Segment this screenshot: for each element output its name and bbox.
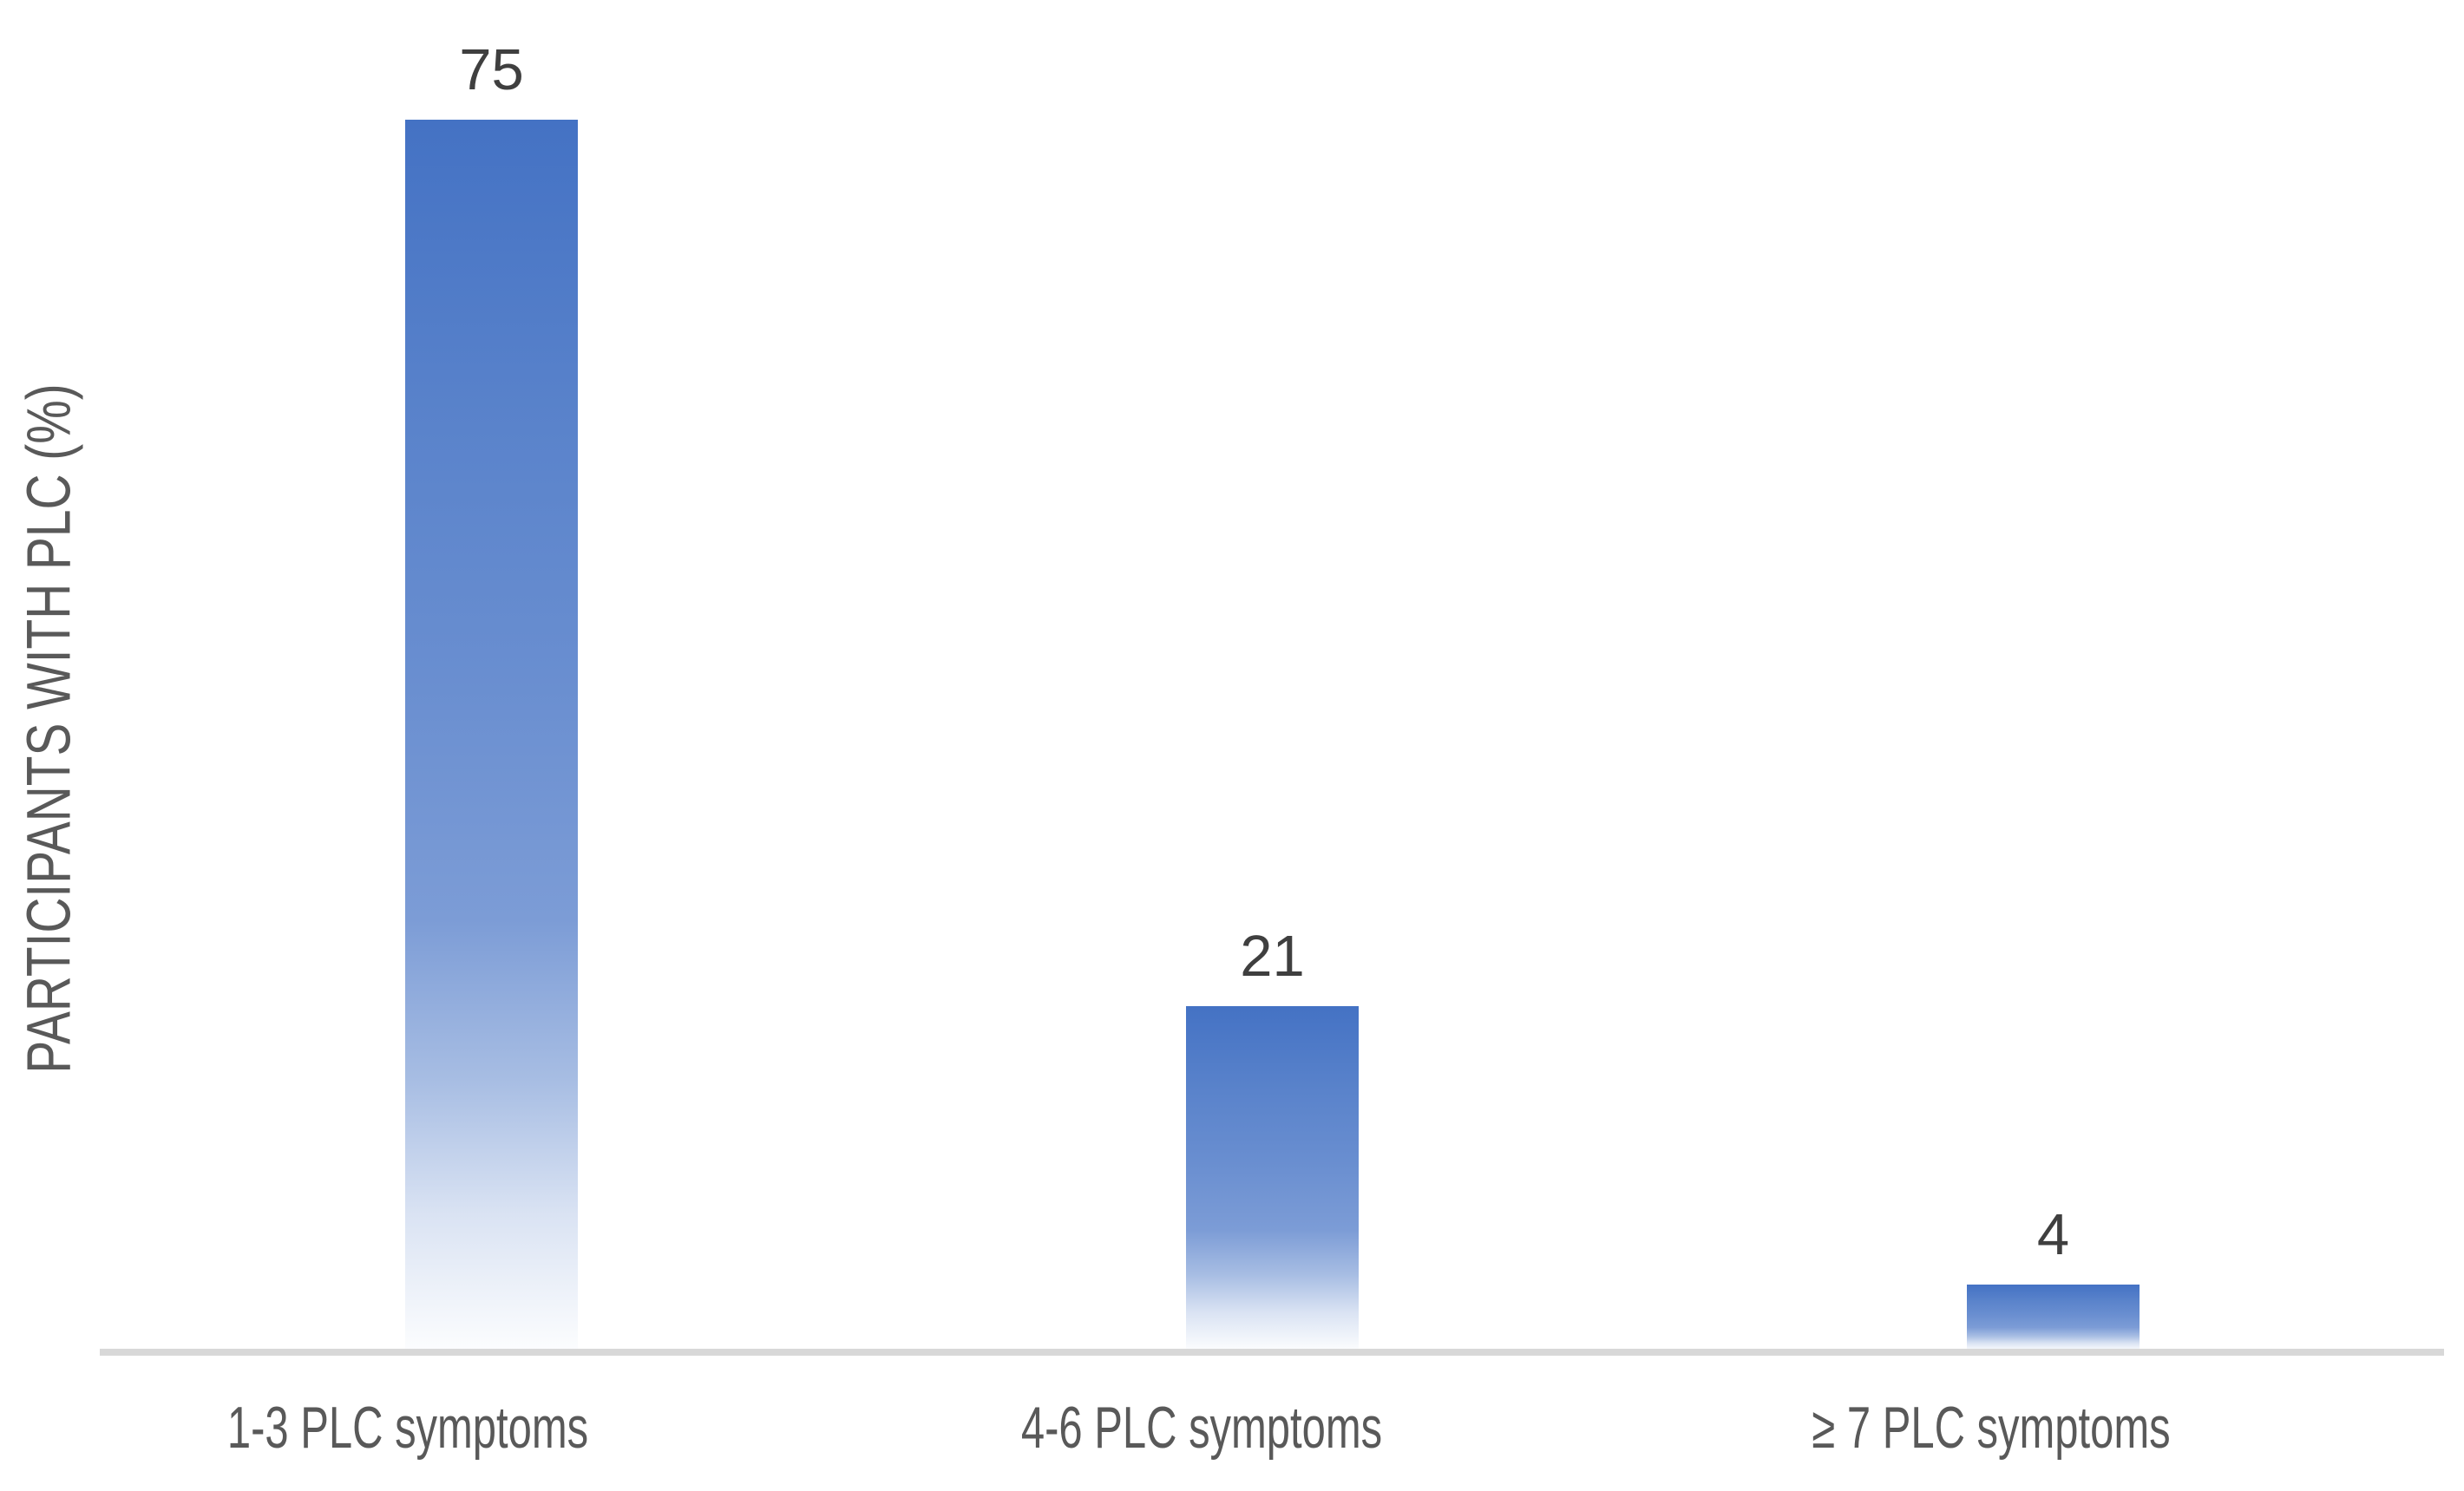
data-label: 75 (459, 37, 524, 102)
category-label-1-3-plc-symptoms: 1-3 PLC symptoms (226, 1395, 589, 1461)
data-label: 4 (2036, 1202, 2070, 1267)
category-label-4-6-plc-symptoms: 4-6 PLC symptoms (1020, 1395, 1383, 1461)
bar-1-3-plc-symptoms (405, 120, 578, 1350)
x-axis-line (100, 1349, 2444, 1356)
bar-group-1-3-plc-symptoms: 75 (405, 41, 578, 1350)
bar-group-4-6-plc-symptoms: 21 (1186, 927, 1359, 1350)
y-axis-title: PARTICIPANTS WITH PLC (%) (15, 383, 84, 1074)
data-label: 21 (1240, 924, 1305, 989)
category-label-ge7-plc-symptoms: ≥ 7 PLC symptoms (1812, 1395, 2171, 1461)
bar-ge7-plc-symptoms (1967, 1285, 2140, 1350)
bar-group-ge7-plc-symptoms: 4 (1967, 1206, 2140, 1350)
bar-4-6-plc-symptoms (1186, 1006, 1359, 1350)
